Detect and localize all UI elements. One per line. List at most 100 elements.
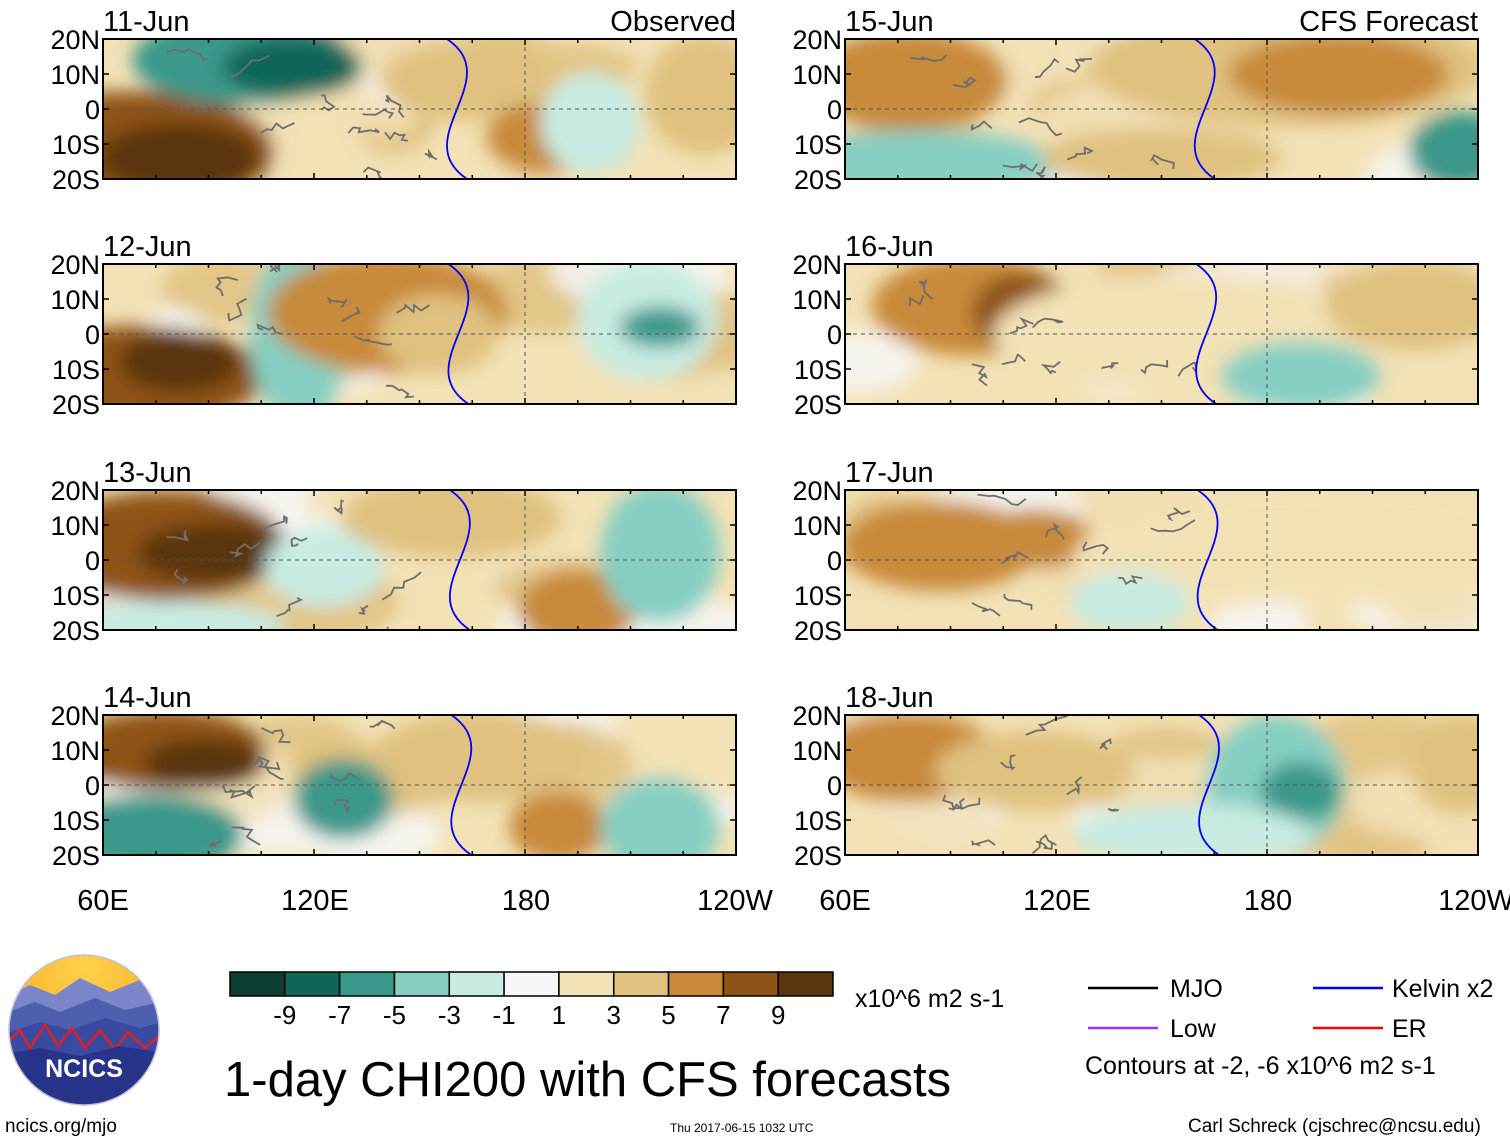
legend-label-low: Low <box>1170 1015 1217 1043</box>
lat-tick-label: 20S <box>52 165 100 195</box>
site-url[interactable]: ncics.org/mjo <box>5 1116 117 1137</box>
map-panels: 20N 10N 0 10S 20S 11-Jun Observed 20N 10N 0 10S 20S… <box>50 6 1479 871</box>
colorbar-box <box>229 971 286 997</box>
anomaly-blob <box>1409 111 1478 179</box>
panel-date-title: 14-Jun <box>103 682 192 714</box>
colorbar-label: -1 <box>493 1000 516 1030</box>
lat-tick-label: 10N <box>50 285 100 315</box>
colorbar-label: -3 <box>438 1000 461 1030</box>
axis-ticks <box>844 714 1479 856</box>
colorbar-box <box>448 971 505 997</box>
timestamp: Thu 2017-06-15 1032 UTC <box>670 1121 814 1135</box>
colorbar-box <box>284 971 341 997</box>
colorbar-box <box>558 971 615 997</box>
panel-date-title: 11-Jun <box>103 6 190 38</box>
lat-tick-label: 10S <box>52 355 100 385</box>
colorbar-box <box>722 971 779 997</box>
anomaly-blob <box>600 777 721 855</box>
colorbar-labels: -9 -7 -5 -3 -1 1 3 5 7 9 <box>273 1000 785 1030</box>
lat-tick-label: 0 <box>827 771 842 801</box>
colorbar-label: 1 <box>552 1000 566 1030</box>
anomaly-blob <box>845 39 1009 131</box>
panel-shading <box>845 264 1478 404</box>
coastlines <box>908 279 1197 387</box>
units-label: x10^6 m2 s-1 <box>855 985 1004 1013</box>
lat-tick-label: 20S <box>794 841 842 871</box>
kelvin-contour <box>1198 715 1220 855</box>
lat-tick-label: 20N <box>792 250 842 280</box>
lat-tick-label: 20N <box>792 701 842 731</box>
anomaly-blob <box>144 739 265 789</box>
anomaly-blob <box>934 731 1135 811</box>
anomaly-blob <box>1409 715 1478 814</box>
kelvin-contour <box>450 715 473 855</box>
colorbar-box <box>667 971 725 997</box>
lat-tick-label: 0 <box>85 771 100 801</box>
lat-tick-label: 10N <box>792 736 842 766</box>
colorbar-label: 5 <box>661 1000 675 1030</box>
lat-tick-label: 20S <box>794 390 842 420</box>
anomaly-blob <box>644 39 736 155</box>
lat-tick-label: 20S <box>52 616 100 646</box>
anomaly-blob <box>1151 490 1478 606</box>
anomaly-blob <box>600 490 721 623</box>
colorbar-label: 9 <box>771 1000 785 1030</box>
coastlines <box>910 54 1176 179</box>
anomaly-blob <box>508 792 609 855</box>
axis-ticks <box>102 714 737 856</box>
coastlines <box>942 715 1120 854</box>
lat-tick-label: 0 <box>827 95 842 125</box>
colorbar-box <box>338 971 396 997</box>
lon-axis-left: 60E 120E 180 120W <box>77 885 773 917</box>
lat-tick-label: 20N <box>50 476 100 506</box>
lon-tick-label: 120E <box>1023 885 1091 917</box>
panel-shading <box>103 490 736 630</box>
colorbar-box <box>612 971 670 997</box>
panel-source-header: Observed <box>610 6 736 38</box>
lat-tick-label: 0 <box>85 95 100 125</box>
panel-11-Jun: 20N 10N 0 10S 20S 11-Jun Observed <box>50 6 737 195</box>
panel-date-title: 15-Jun <box>845 6 934 38</box>
anomaly-blob <box>1069 572 1190 630</box>
panel-12-Jun: 20N 10N 0 10S 20S 12-Jun <box>50 231 737 420</box>
colorbar-boxes <box>229 971 834 997</box>
axis-ticks <box>844 38 1479 180</box>
lat-tick-label: 0 <box>827 546 842 576</box>
lat-tick-label: 20N <box>50 250 100 280</box>
lat-tick-label: 10S <box>794 806 842 836</box>
axis-ticks <box>844 489 1479 631</box>
colorbar-box <box>503 971 560 997</box>
panel-shading <box>103 264 736 404</box>
colorbar-label: -5 <box>383 1000 406 1030</box>
lat-tick-label: 20S <box>794 165 842 195</box>
anomaly-blob <box>974 509 1095 569</box>
coastlines <box>165 47 438 179</box>
lat-tick-label: 20S <box>52 390 100 420</box>
panel-source-header: CFS Forecast <box>1299 6 1478 38</box>
lat-tick-label: 10N <box>50 511 100 541</box>
panel-17-Jun: 20N 10N 0 10S 20S 17-Jun <box>792 457 1479 646</box>
anomaly-blob <box>222 39 363 97</box>
lat-tick-label: 10S <box>794 581 842 611</box>
ncics-logo: NCICS <box>8 954 160 1106</box>
axis-ticks <box>102 263 737 405</box>
anomaly-blob <box>1220 341 1381 404</box>
anomaly-blob <box>103 794 244 855</box>
figure-title: 1-day CHI200 with CFS forecasts <box>224 1053 951 1107</box>
author-credit: Carl Schreck (cjschrec@ncsu.edu) <box>1188 1116 1481 1137</box>
coastlines <box>208 719 396 848</box>
anomaly-blob <box>341 490 562 558</box>
lat-tick-label: 10N <box>50 60 100 90</box>
lon-tick-label: 120W <box>1438 885 1510 917</box>
anomaly-blob <box>293 759 394 839</box>
lat-tick-label: 0 <box>85 320 100 350</box>
lat-tick-label: 10N <box>50 736 100 766</box>
lon-tick-label: 180 <box>1244 885 1292 917</box>
colorbar-label: -9 <box>273 1000 296 1030</box>
legend-label-mjo: MJO <box>1170 975 1223 1003</box>
contour-note: Contours at -2, -6 x10^6 m2 s-1 <box>1085 1052 1436 1080</box>
lat-tick-label: 10S <box>52 806 100 836</box>
lon-tick-label: 60E <box>819 885 871 917</box>
lon-tick-label: 120E <box>281 885 349 917</box>
